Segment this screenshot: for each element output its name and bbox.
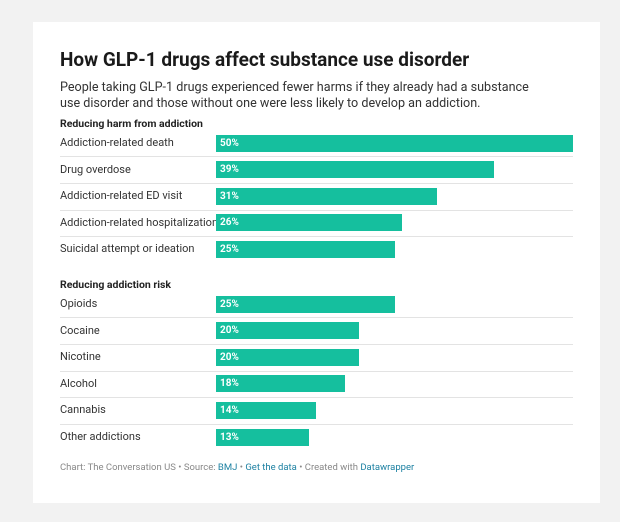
bar: 26% bbox=[216, 214, 402, 232]
created-label: Created with bbox=[304, 462, 358, 473]
value-label: 31% bbox=[220, 190, 239, 202]
group-header: Reducing addiction risk bbox=[60, 278, 172, 291]
row-separator bbox=[60, 370, 573, 372]
value-label: 20% bbox=[220, 351, 239, 363]
data-link[interactable]: Get the data bbox=[245, 462, 297, 473]
value-label: 25% bbox=[220, 298, 239, 310]
value-label: 14% bbox=[220, 404, 239, 416]
row-separator bbox=[60, 236, 573, 238]
bar: 13% bbox=[216, 428, 309, 446]
separator: • bbox=[239, 462, 243, 473]
row-separator bbox=[60, 423, 573, 425]
bar: 20% bbox=[216, 322, 359, 340]
bar: 39% bbox=[216, 161, 495, 179]
row-separator bbox=[60, 156, 573, 158]
value-label: 26% bbox=[220, 217, 239, 229]
chart-title: How GLP-1 drugs affect substance use dis… bbox=[60, 48, 470, 71]
category-label: Nicotine bbox=[60, 350, 101, 364]
tool-link[interactable]: Datawrapper bbox=[360, 462, 415, 473]
separator: • bbox=[299, 462, 303, 473]
row-separator bbox=[60, 343, 573, 345]
bar: 25% bbox=[216, 240, 395, 258]
source-link[interactable]: BMJ bbox=[217, 462, 238, 473]
category-label: Suicidal attempt or ideation bbox=[60, 242, 195, 256]
group-header: Reducing harm from addiction bbox=[60, 117, 203, 130]
row-separator bbox=[60, 317, 573, 319]
row-separator bbox=[60, 209, 573, 211]
bar: 14% bbox=[216, 401, 316, 419]
value-label: 39% bbox=[220, 164, 239, 176]
chart-card: How GLP-1 drugs affect substance use dis… bbox=[33, 22, 600, 503]
category-label: Addiction-related death bbox=[60, 136, 174, 149]
value-label: 18% bbox=[220, 378, 239, 390]
category-label: Cocaine bbox=[60, 323, 100, 337]
footer: Chart: The Conversation US • Source: BMJ… bbox=[60, 462, 414, 473]
value-label: 25% bbox=[220, 243, 239, 255]
category-label: Other addictions bbox=[60, 430, 141, 443]
bar: 50% bbox=[216, 134, 573, 152]
category-label: Alcohol bbox=[60, 376, 97, 390]
bar: 31% bbox=[216, 187, 438, 205]
row-separator bbox=[60, 397, 573, 399]
bar: 18% bbox=[216, 375, 345, 393]
value-label: 50% bbox=[220, 137, 239, 149]
credit: Chart: The Conversation US bbox=[60, 462, 176, 473]
category-label: Drug overdose bbox=[60, 162, 131, 176]
category-label: Opioids bbox=[60, 297, 98, 310]
category-label: Addiction-related hospitalization bbox=[60, 215, 219, 229]
chart-subtitle: People taking GLP-1 drugs experienced fe… bbox=[60, 80, 529, 111]
bar: 20% bbox=[216, 348, 359, 366]
category-label: Addiction-related ED visit bbox=[60, 189, 183, 203]
bar: 25% bbox=[216, 295, 395, 313]
category-label: Cannabis bbox=[60, 403, 106, 417]
source-label: Source: bbox=[183, 462, 216, 473]
value-label: 13% bbox=[220, 431, 239, 443]
row-separator bbox=[60, 182, 573, 184]
separator: • bbox=[178, 462, 182, 473]
value-label: 20% bbox=[220, 325, 239, 337]
